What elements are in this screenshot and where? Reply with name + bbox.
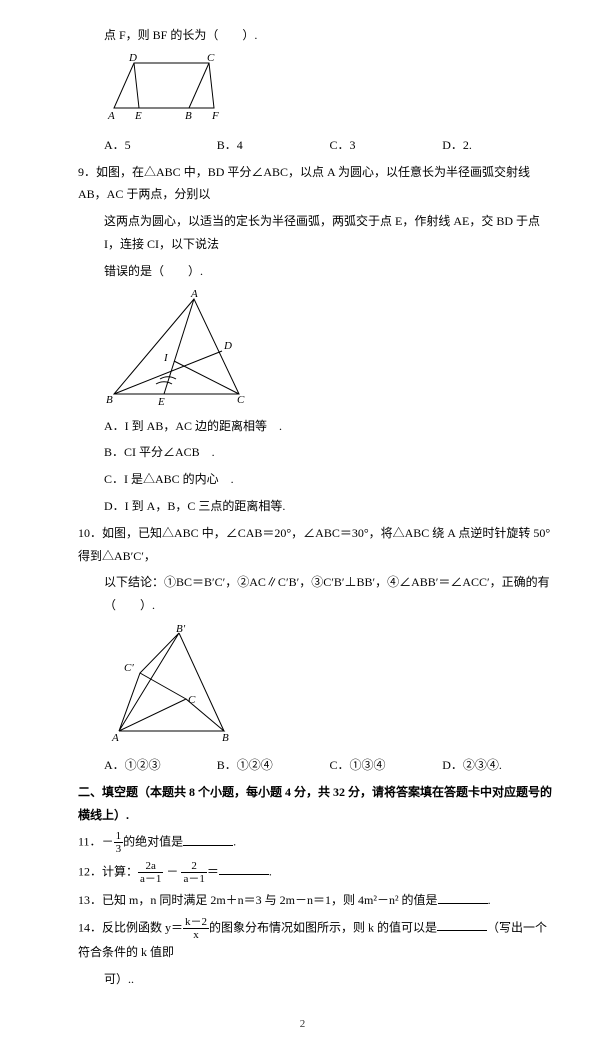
label-E: E: [157, 396, 165, 408]
q8-options: A．5 B．4 C．3 D．2.: [50, 134, 555, 157]
q12-frac2-den: a－1: [181, 873, 206, 885]
label-B: B: [106, 394, 113, 406]
q8-opt-c: C．3: [330, 134, 443, 157]
section2-heading: 二、填空题（本题共 8 个小题，每小题 4 分，共 32 分，请将答案填在答题卡…: [50, 781, 555, 827]
q13: 13．已知 m，n 同时满足 2m＋n＝3 与 2m－n＝1，则 4m²－n² …: [50, 889, 555, 912]
q9-line1: 9．如图，在△ABC 中，BD 平分∠ABC，以点 A 为圆心，以任意长为半径画…: [50, 161, 555, 207]
q14-frac-num: k－2: [183, 916, 209, 929]
label-D: D: [223, 340, 232, 352]
q14-line1: 14．反比例函数 y＝k－2x的图象分布情况如图所示，则 k 的值可以是（写出一…: [50, 916, 555, 964]
q11-blank: [183, 833, 233, 846]
label-Bp: B′: [176, 623, 186, 635]
label-F: F: [211, 110, 219, 122]
q10-opt-d: D．②③④.: [442, 754, 555, 777]
q14-frac-den: x: [183, 929, 209, 941]
q13-num: 13．: [78, 893, 102, 907]
q12-frac1-den: a－1: [138, 873, 163, 885]
q12-frac2-num: 2: [181, 860, 206, 873]
q11-frac: 13: [114, 830, 124, 855]
q11-frac-den: 3: [114, 843, 124, 855]
label-B: B: [185, 110, 192, 122]
q11-num: 11．: [78, 835, 102, 849]
label-A: A: [111, 732, 119, 744]
q12-frac2: 2a－1: [181, 860, 206, 885]
q11: 11．－13的绝对值是.: [50, 830, 555, 855]
label-B: B: [222, 732, 229, 744]
q9-opt-c: C．I 是△ABC 的内心 .: [50, 468, 555, 491]
q13-blank: [438, 891, 488, 904]
label-A: A: [107, 110, 115, 122]
q8-stem-cont: 点 F，则 BF 的长为（ ）.: [50, 24, 555, 47]
q10-options: A．①②③ B．①②④ C．①③④ D．②③④.: [50, 754, 555, 777]
q10-num: 10．: [78, 526, 102, 540]
q10-figure: A B C B′ C′: [50, 623, 555, 748]
label-C: C: [237, 394, 245, 406]
label-A: A: [190, 289, 198, 300]
q9-figure: A B C E I D: [50, 289, 555, 409]
q9-opt-d: D．I 到 A，B，C 三点的距离相等.: [50, 495, 555, 518]
q14-num: 14．: [78, 920, 102, 934]
q8-opt-a: A．5: [104, 134, 217, 157]
label-C: C: [188, 694, 196, 706]
q9-stem2: 这两点为圆心，以适当的定长为半径画弧，两弧交于点 E，作射线 AE，交 BD 于…: [50, 210, 555, 256]
label-E: E: [134, 110, 142, 122]
label-Cp: C′: [124, 662, 134, 674]
q14-frac: k－2x: [183, 916, 209, 941]
q12-blank: [219, 862, 269, 875]
label-C: C: [207, 53, 215, 64]
q14-cont: 可）..: [50, 968, 555, 991]
q14-mid: 的图象分布情况如图所示，则 k 的值可以是: [209, 920, 437, 934]
q12: 12．计算：2aa－1 － 2a－1＝.: [50, 860, 555, 885]
q10-opt-b: B．①②④: [217, 754, 330, 777]
q13-end: .: [488, 893, 491, 907]
q9-stem1: 如图，在△ABC 中，BD 平分∠ABC，以点 A 为圆心，以任意长为半径画弧交…: [78, 165, 530, 202]
q11-end: .: [233, 835, 236, 849]
q10-stem1: 如图，已知△ABC 中，∠CAB＝20°，∠ABC＝30°，将△ABC 绕 A …: [78, 526, 550, 563]
q12-num: 12．: [78, 864, 102, 878]
q12-frac1-num: 2a: [138, 860, 163, 873]
q12-mid: －: [163, 864, 181, 878]
q14-blank: [437, 918, 487, 931]
q13-text: 已知 m，n 同时满足 2m＋n＝3 与 2m－n＝1，则 4m²－n² 的值是: [102, 893, 438, 907]
q10-opt-a: A．①②③: [104, 754, 217, 777]
q10-opt-c: C．①③④: [330, 754, 443, 777]
q8-figure: A E B F D C: [50, 53, 555, 128]
q11-pre: －: [102, 835, 114, 849]
q9-opt-a: A．I 到 AB，AC 边的距离相等 .: [50, 415, 555, 438]
q8-opt-b: B．4: [217, 134, 330, 157]
q9-num: 9．: [78, 165, 96, 179]
q8-opt-d: D．2.: [442, 134, 555, 157]
q10-stem2: 以下结论：①BC＝B′C′，②AC∥C′B′，③C′B′⊥BB′，④∠ABB′＝…: [50, 571, 555, 617]
q11-frac-num: 1: [114, 830, 124, 843]
q11-post: 的绝对值是: [123, 835, 183, 849]
q12-pre: 计算：: [102, 864, 138, 878]
q14-pre: 反比例函数 y＝: [102, 920, 183, 934]
page-number: 2: [50, 1014, 555, 1035]
q9-stem3: 错误的是（ ）.: [50, 260, 555, 283]
q12-eq: ＝: [207, 864, 219, 878]
q10-line1: 10．如图，已知△ABC 中，∠CAB＝20°，∠ABC＝30°，将△ABC 绕…: [50, 522, 555, 568]
q12-frac1: 2aa－1: [138, 860, 163, 885]
q12-end: .: [269, 864, 272, 878]
label-I: I: [163, 352, 169, 364]
q9-opt-b: B．CI 平分∠ACB .: [50, 441, 555, 464]
label-D: D: [128, 53, 137, 64]
